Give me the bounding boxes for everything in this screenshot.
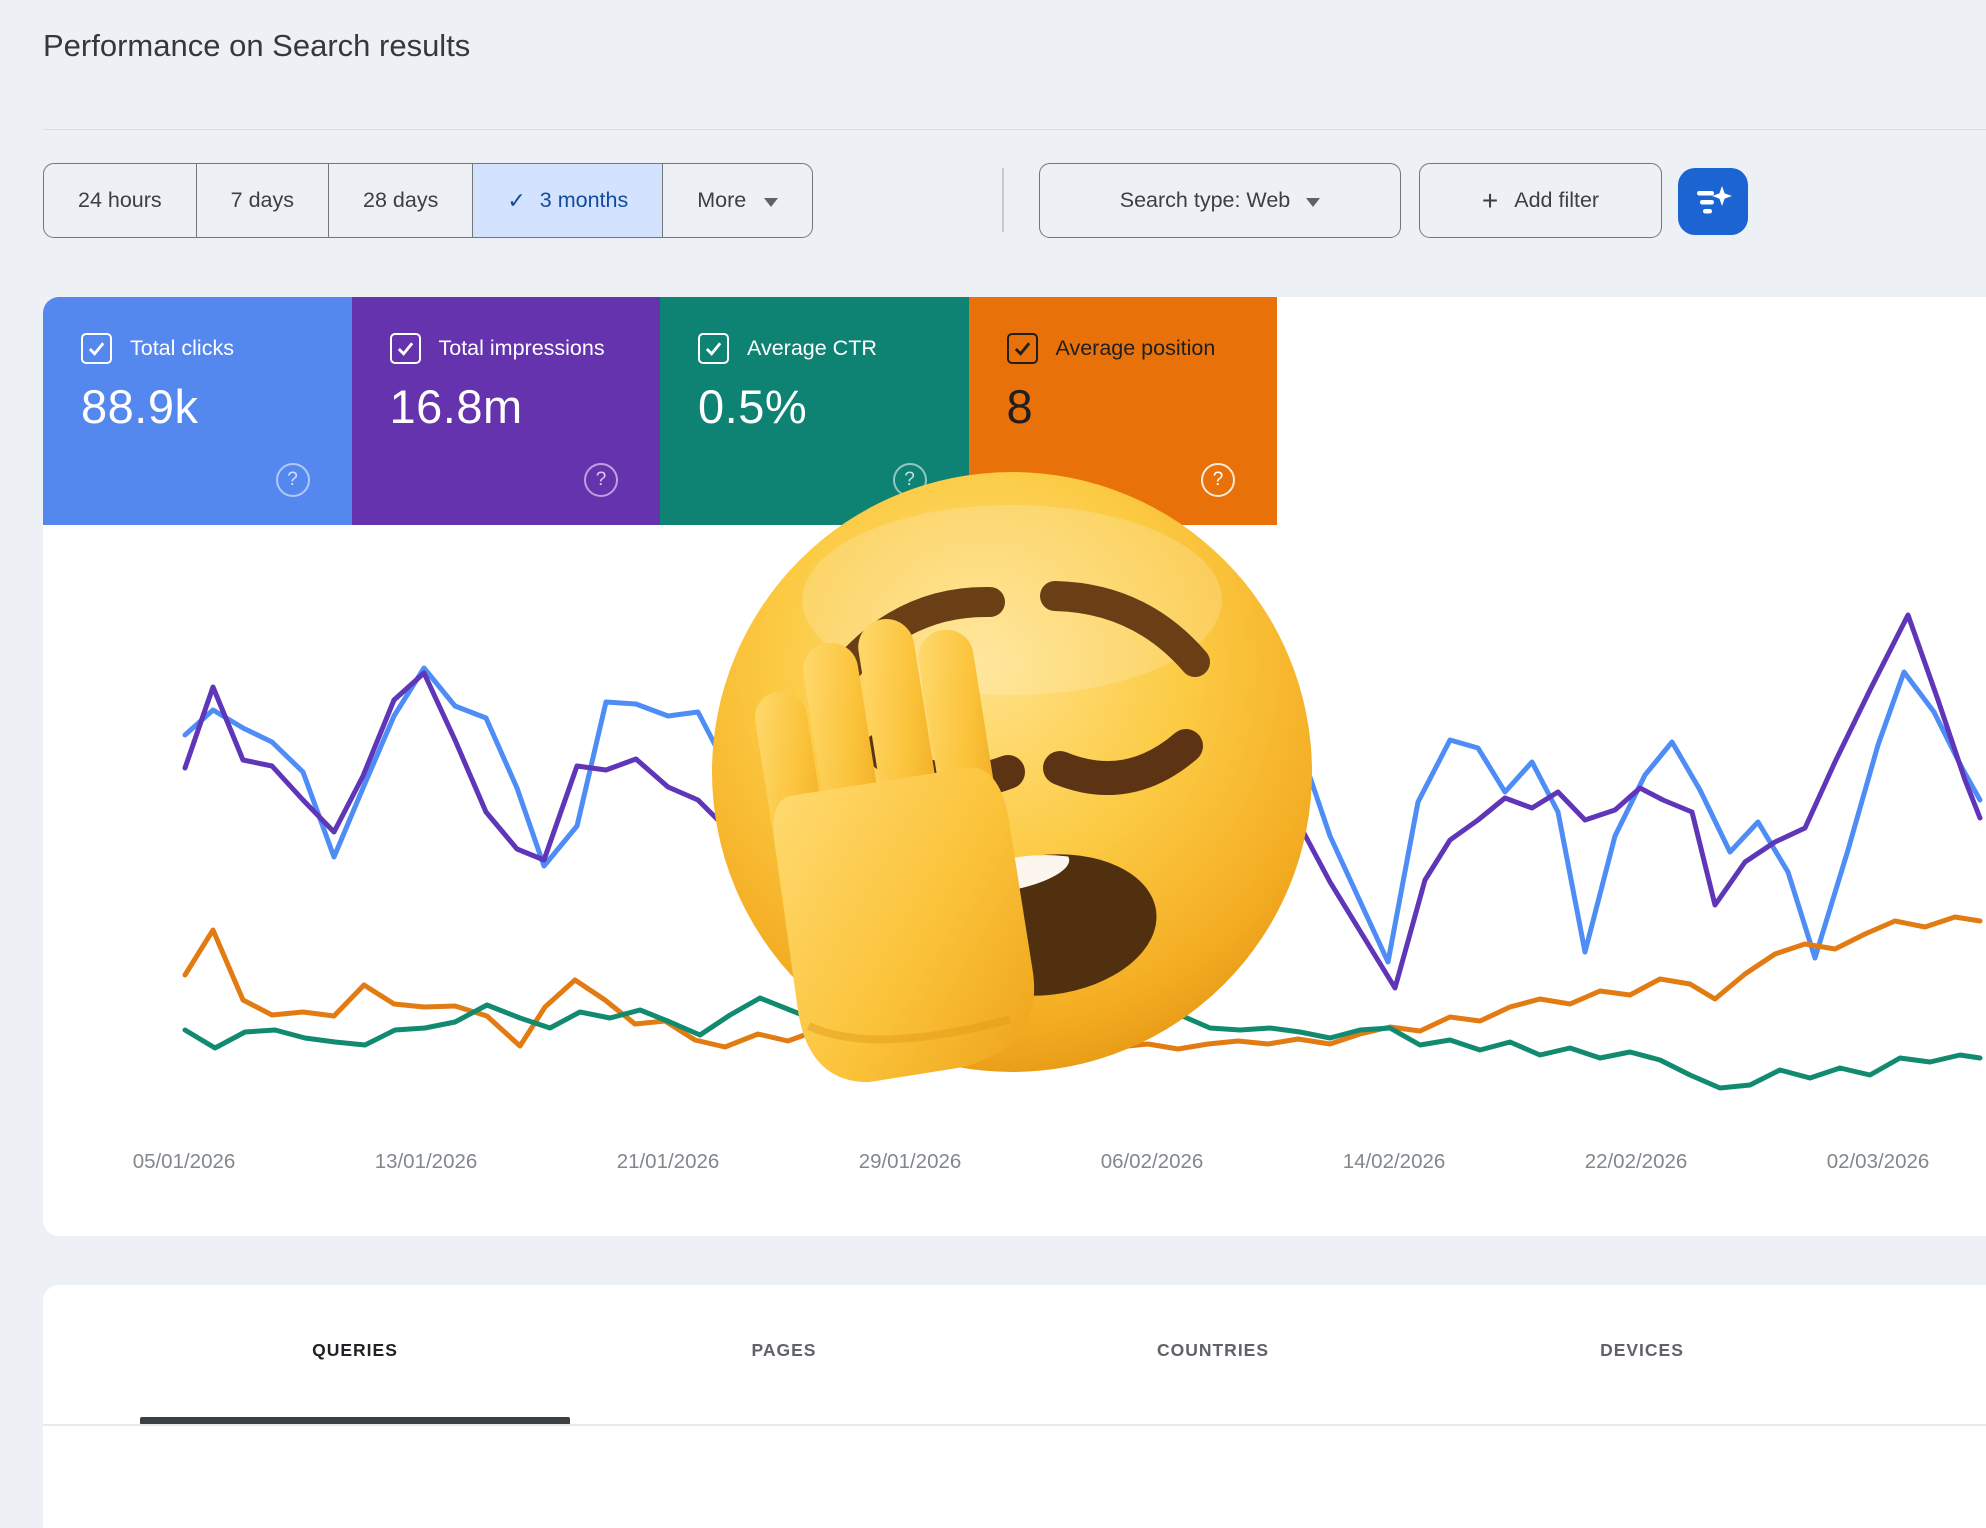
checkbox-checked-icon[interactable] [698, 333, 729, 364]
x-tick-label: 06/02/2026 [1100, 1150, 1204, 1173]
metric-value: 8 [1006, 380, 1034, 433]
help-icon[interactable]: ? [584, 463, 618, 497]
metric-label: Average position [1055, 336, 1216, 360]
help-icon[interactable]: ? [1201, 463, 1235, 497]
filter-tune-button[interactable] [1678, 168, 1748, 235]
checkmark-icon: ✓ [507, 187, 526, 213]
tab-devices[interactable]: DEVICES [1600, 1340, 1684, 1360]
help-icon[interactable]: ? [275, 463, 310, 497]
dimension-tabs-card [43, 1285, 1986, 1528]
toolbar-divider [1002, 168, 1004, 232]
date-range-3-months[interactable]: ✓ 3 months [473, 164, 664, 237]
date-range-7-days[interactable]: 7 days [197, 164, 330, 237]
metric-card-average-ctr[interactable]: Average CTR 0.5% ? [660, 297, 969, 525]
metric-card-total-clicks[interactable]: Total clicks 88.9k ? [43, 297, 352, 525]
metric-value: 16.8m [389, 380, 523, 433]
search-type-button[interactable]: Search type: Web [1039, 163, 1401, 238]
x-tick-label: 05/01/2026 [132, 1150, 236, 1173]
checkbox-checked-icon[interactable] [389, 333, 421, 364]
tabs-divider [43, 1424, 1986, 1426]
tune-sparkle-icon [1697, 185, 1732, 213]
tab-queries[interactable]: QUERIES [312, 1340, 398, 1360]
page-title: Performance on Search results [43, 28, 471, 63]
chevron-down-icon [764, 197, 779, 207]
header-divider [43, 129, 1986, 130]
x-tick-label: 02/03/2026 [1826, 1150, 1930, 1173]
date-range-24-hours[interactable]: 24 hours [44, 164, 197, 237]
x-tick-label: 14/02/2026 [1342, 1150, 1446, 1173]
add-filter-button[interactable]: + Add filter [1419, 163, 1662, 238]
metric-label: Average CTR [747, 336, 877, 360]
checkbox-checked-icon[interactable] [81, 333, 112, 364]
metric-value: 0.5% [698, 380, 808, 433]
metric-card-total-impressions[interactable]: Total impressions 16.8m ? [351, 297, 660, 525]
date-range-3-months-label: 3 months [539, 188, 629, 212]
more-date-ranges-button[interactable]: More [663, 164, 812, 237]
x-tick-label: 29/01/2026 [858, 1150, 962, 1173]
x-tick-label: 13/01/2026 [374, 1150, 478, 1173]
more-label: More [697, 188, 747, 212]
add-filter-label: Add filter [1514, 188, 1600, 212]
search-type-label: Search type: Web [1119, 188, 1291, 212]
metric-card-average-position[interactable]: Average position 8 ? [968, 297, 1277, 525]
x-tick-label: 21/01/2026 [616, 1150, 720, 1173]
metric-label: Total clicks [130, 336, 234, 360]
chevron-down-icon [1306, 197, 1321, 207]
tab-pages[interactable]: PAGES [751, 1340, 817, 1360]
date-range-group: 24 hours 7 days 28 days ✓ 3 months More [43, 163, 814, 238]
tab-countries[interactable]: COUNTRIES [1156, 1340, 1270, 1360]
x-tick-label: 22/02/2026 [1584, 1150, 1688, 1173]
date-range-28-days[interactable]: 28 days [329, 164, 474, 237]
metric-value: 88.9k [81, 380, 199, 433]
active-tab-underline [140, 1417, 570, 1425]
metric-label: Total impressions [438, 336, 605, 360]
checkbox-checked-icon[interactable] [1006, 333, 1038, 364]
help-icon[interactable]: ? [892, 463, 927, 497]
